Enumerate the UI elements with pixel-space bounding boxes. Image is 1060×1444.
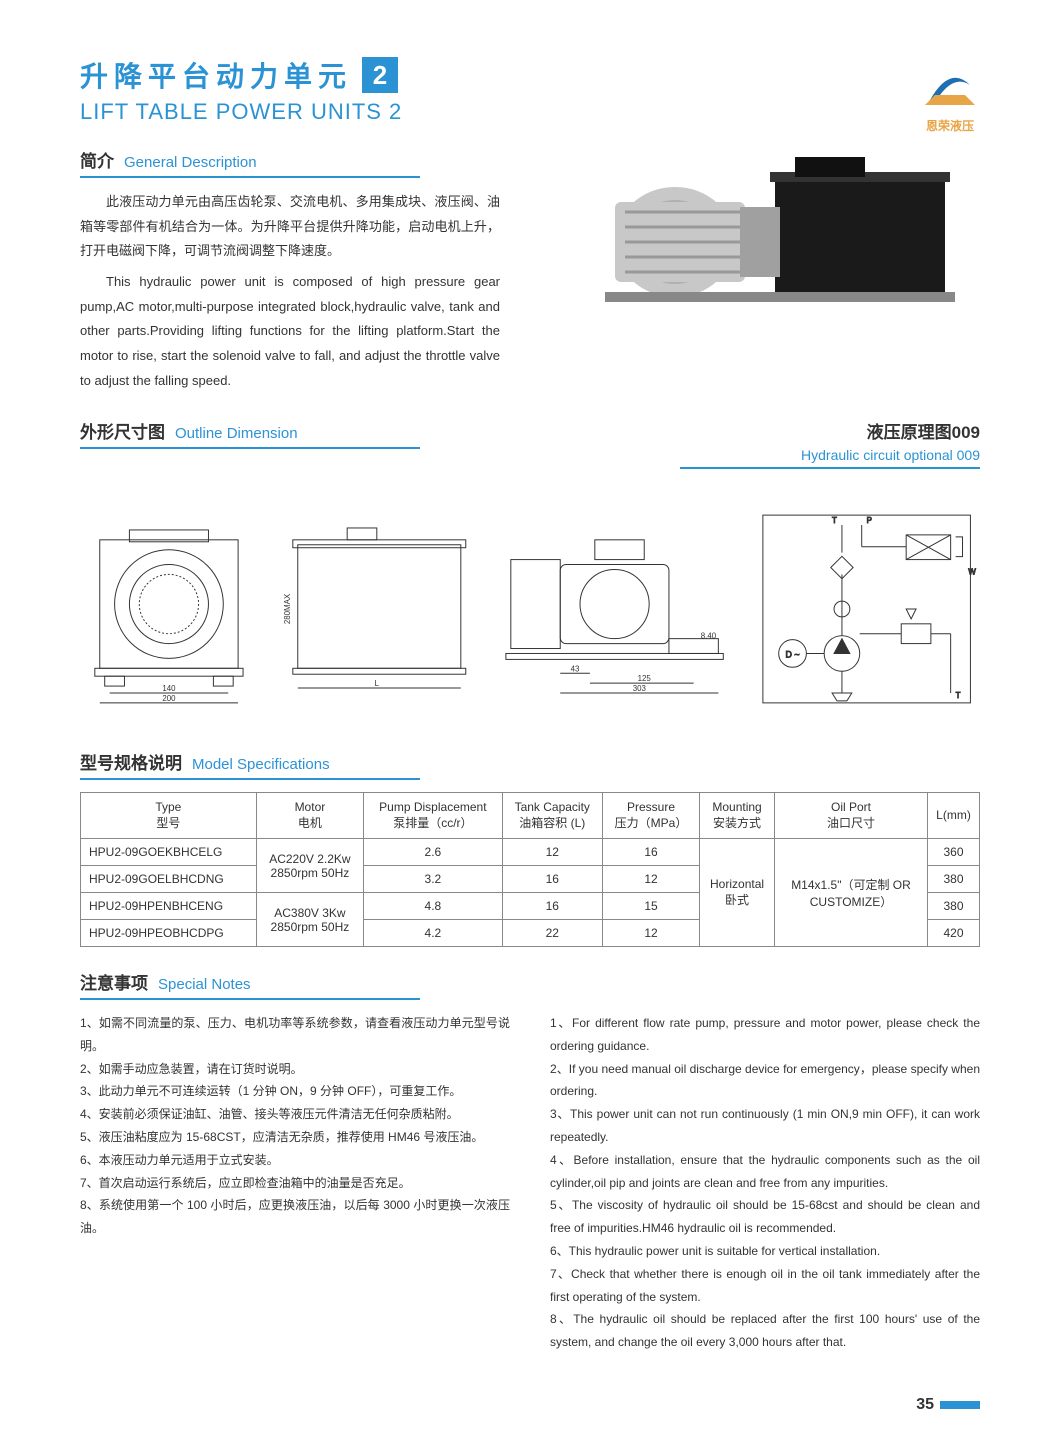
svg-text:P: P [866, 516, 871, 525]
note-item: 7、首次启动运行系统后，应立即检查油箱中的油量是否充足。 [80, 1172, 510, 1195]
note-item: 6、本液压动力单元适用于立式安装。 [80, 1149, 510, 1172]
svg-text:W: W [968, 567, 976, 576]
svg-text:200: 200 [162, 693, 176, 702]
product-photo [530, 147, 980, 327]
drawing-motor-side: 43 125 303 8.40 [496, 509, 733, 709]
note-item: 7、Check that whether there is enough oil… [550, 1263, 980, 1309]
note-item: 2、如需手动应急装置，请在订货时说明。 [80, 1058, 510, 1081]
intro-paragraph-en: This hydraulic power unit is composed of… [80, 270, 500, 393]
page-title-cn: 升降平台动力单元 [80, 55, 352, 95]
col-L: L(mm) [927, 792, 979, 839]
drawing-side-view: 280MAX L [278, 509, 476, 709]
note-item: 3、此动力单元不可连续运转（1 分钟 ON，9 分钟 OFF），可重复工作。 [80, 1080, 510, 1103]
notes-heading: 注意事项 Special Notes [80, 969, 420, 1000]
notes-column-cn: 1、如需不同流量的泵、压力、电机功率等系统参数，请查看液压动力单元型号说明。2、… [80, 1012, 510, 1354]
company-logo: 恩荣液压 [920, 60, 980, 134]
svg-text:303: 303 [632, 684, 646, 693]
note-item: 1、For different flow rate pump, pressure… [550, 1012, 980, 1058]
note-item: 6、This hydraulic power unit is suitable … [550, 1240, 980, 1263]
table-header-row: Type型号 Motor电机 Pump Displacement泵排量（cc/r… [81, 792, 980, 839]
drawing-hydraulic-circuit: D ~ T P T [753, 504, 980, 714]
intro-heading-en: General Description [124, 154, 257, 171]
svg-text:140: 140 [162, 684, 176, 693]
col-motor: Motor电机 [256, 792, 364, 839]
col-pump: Pump Displacement泵排量（cc/r） [364, 792, 502, 839]
notes-column-en: 1、For different flow rate pump, pressure… [550, 1012, 980, 1354]
intro-heading: 简介 General Description [80, 147, 420, 178]
page-title-en: LIFT TABLE POWER UNITS 2 [80, 99, 980, 125]
notes-heading-cn: 注意事项 [80, 969, 148, 994]
col-mounting: Mounting安装方式 [700, 792, 775, 839]
svg-text:280MAX: 280MAX [283, 593, 292, 624]
svg-text:T: T [955, 690, 960, 699]
notes-heading-en: Special Notes [158, 976, 251, 993]
intro-heading-cn: 简介 [80, 147, 114, 172]
note-item: 4、安装前必须保证油缸、油管、接头等液压元件清洁无任何杂质粘附。 [80, 1103, 510, 1126]
col-pressure: Pressure压力（MPa） [602, 792, 699, 839]
circuit-heading: 液压原理图009 Hydraulic circuit optional 009 [680, 418, 980, 469]
note-item: 8、The hydraulic oil should be replaced a… [550, 1308, 980, 1354]
svg-text:L: L [375, 679, 380, 688]
col-tank: Tank Capacity油箱容积 (L) [502, 792, 602, 839]
circuit-heading-en: Hydraulic circuit optional 009 [680, 447, 980, 463]
technical-drawings: 140 200 280MAX L [80, 499, 980, 719]
note-item: 2、If you need manual oil discharge devic… [550, 1058, 980, 1104]
outline-heading-cn: 外形尺寸图 [80, 418, 165, 443]
logo-text: 恩荣液压 [920, 117, 980, 134]
spec-heading-cn: 型号规格说明 [80, 749, 182, 774]
spec-table: Type型号 Motor电机 Pump Displacement泵排量（cc/r… [80, 792, 980, 948]
intro-paragraph-cn: 此液压动力单元由高压齿轮泵、交流电机、多用集成块、液压阀、油箱等零部件有机结合为… [80, 190, 500, 264]
note-item: 1、如需不同流量的泵、压力、电机功率等系统参数，请查看液压动力单元型号说明。 [80, 1012, 510, 1058]
svg-text:125: 125 [637, 674, 651, 683]
note-item: 5、The viscosity of hydraulic oil should … [550, 1194, 980, 1240]
col-oilport: Oil Port油口尺寸 [775, 792, 928, 839]
table-row: HPU2-09GOEKBHCELG AC220V 2.2Kw2850rpm 50… [81, 839, 980, 866]
svg-text:T: T [832, 516, 837, 525]
spec-heading: 型号规格说明 Model Specifications [80, 749, 420, 780]
outline-heading-en: Outline Dimension [175, 425, 298, 442]
page-title-badge: 2 [362, 57, 398, 93]
col-type: Type型号 [81, 792, 257, 839]
note-item: 3、This power unit can not run continuous… [550, 1103, 980, 1149]
note-item: 4、Before installation, ensure that the h… [550, 1149, 980, 1195]
note-item: 8、系统使用第一个 100 小时后，应更换液压油，以后每 3000 小时更换一次… [80, 1194, 510, 1240]
logo-icon [920, 60, 980, 110]
drawing-front-view: 140 200 [80, 509, 258, 709]
circuit-heading-cn: 液压原理图009 [680, 418, 980, 443]
svg-text:43: 43 [570, 664, 579, 673]
note-item: 5、液压油粘度应为 15-68CST，应清洁无杂质，推荐使用 HM46 号液压油… [80, 1126, 510, 1149]
outline-heading: 外形尺寸图 Outline Dimension [80, 418, 420, 449]
svg-text:D ~: D ~ [785, 649, 799, 659]
page-number: 35 [916, 1396, 980, 1414]
svg-text:8.40: 8.40 [700, 631, 716, 640]
spec-heading-en: Model Specifications [192, 756, 330, 773]
